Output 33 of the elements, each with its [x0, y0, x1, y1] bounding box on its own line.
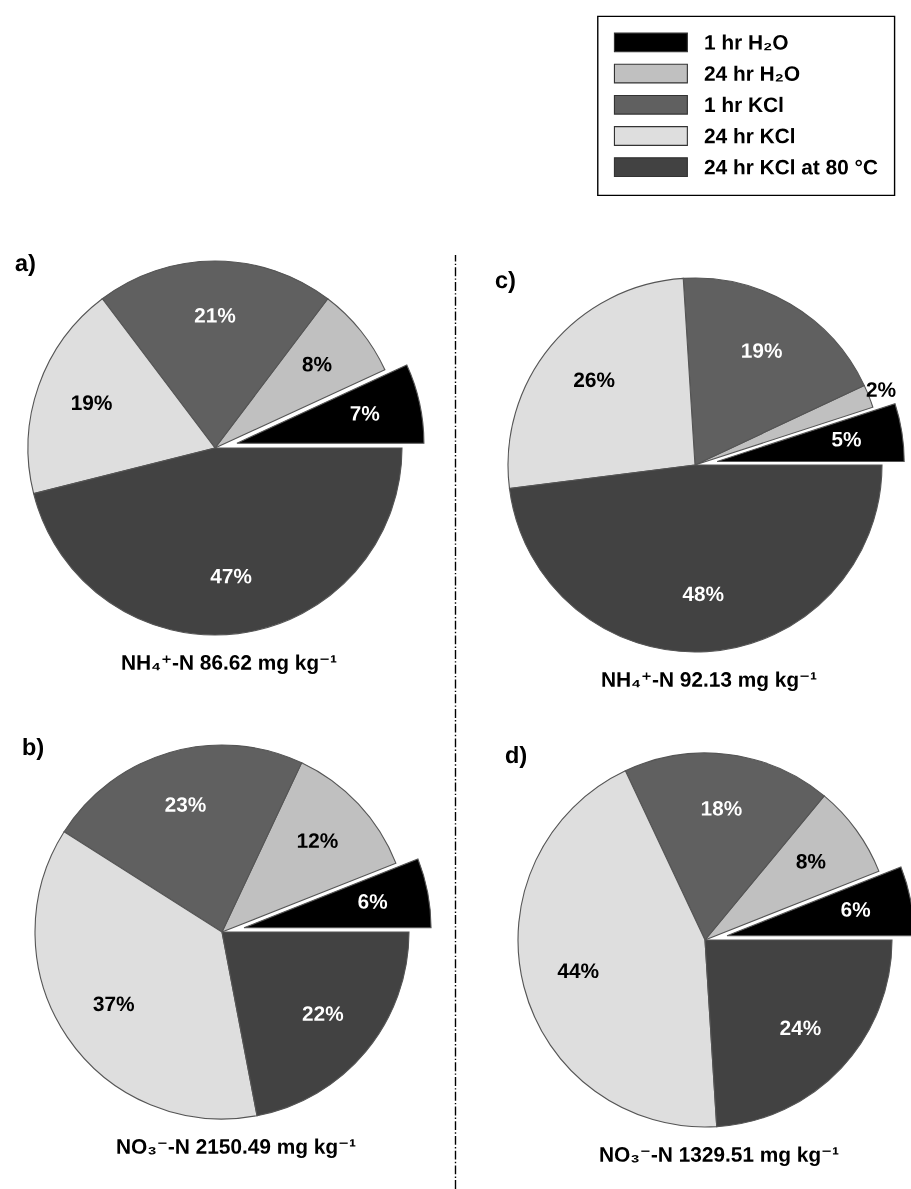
data-label: 47% [210, 568, 252, 584]
text: NH₄⁺-N 86.62 mg kg⁻¹ [122, 654, 337, 675]
chart-title: d) [505, 745, 527, 768]
data-label: 19% [72, 395, 112, 411]
data-label: 19% [742, 343, 782, 358]
chart-title: c) [495, 270, 515, 293]
chart-title: b) [23, 737, 44, 760]
data-label: 18% [701, 800, 742, 816]
data-label: 44% [557, 963, 599, 979]
legend-label: 24 hr KCl at 80 °C [704, 159, 878, 175]
text: a) [15, 253, 35, 276]
data-label: 21% [194, 307, 236, 323]
data-label: 12% [297, 833, 338, 848]
data-label: 5% [832, 431, 861, 447]
data-label: 8% [302, 356, 332, 372]
legend-label: 24 hr KCl [704, 128, 795, 144]
text: NO₃⁻-N 1329.51 mg kg⁻¹ [600, 1146, 839, 1167]
data-label: 26% [574, 372, 615, 388]
data-label: 6% [358, 894, 388, 909]
text: NO₃⁻-N 2150.49 mg kg⁻¹ [117, 1138, 356, 1159]
data-label: 23% [165, 797, 206, 812]
legend-label: 1 hr KCl [705, 96, 783, 113]
data-label: 37% [93, 996, 135, 1012]
data-label: 6% [841, 902, 871, 917]
data-label: 48% [682, 586, 724, 602]
legend-label: 1 hr H₂O [705, 34, 788, 51]
legend-label: 24 hr H₂O [704, 65, 800, 82]
text: NH₄⁺-N 92.13 mg kg⁻¹ [602, 671, 817, 692]
data-label: 22% [302, 1006, 344, 1021]
data-label: 7% [350, 406, 380, 421]
data-label: 2% [866, 382, 896, 397]
data-label: 24% [780, 1020, 821, 1036]
data-label: 8% [796, 853, 826, 869]
